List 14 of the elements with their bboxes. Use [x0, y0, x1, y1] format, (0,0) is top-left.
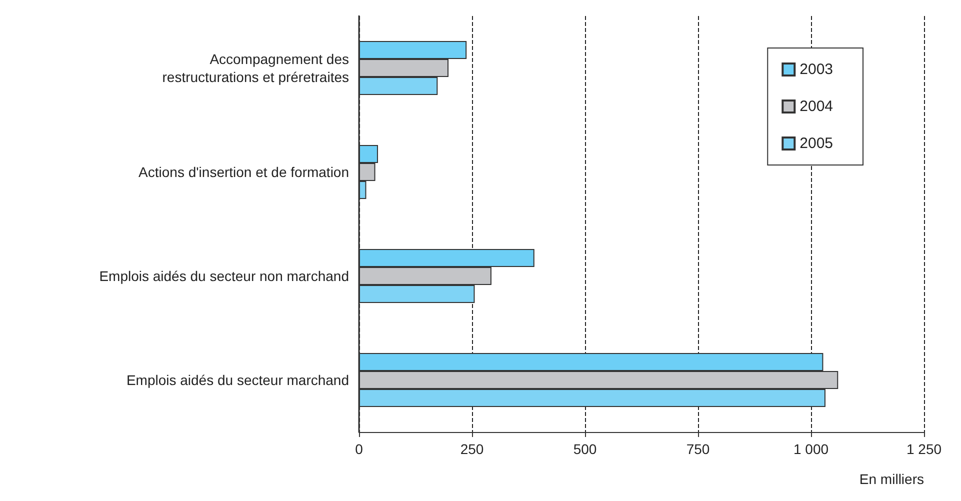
y-tick-label: Emplois aidés du secteur non marchand [99, 268, 349, 284]
x-tick-label: 0 [355, 441, 364, 457]
x-axis-title: En milliers [859, 471, 924, 487]
y-tick-label: Actions d'insertion et de formation [138, 164, 349, 180]
y-tick-label: Accompagnement des restructurations et préretraites [162, 51, 349, 85]
x-tick-label: 750 [686, 441, 710, 457]
legend-label: 2005 [800, 135, 834, 152]
x-tick-label: 500 [573, 441, 597, 457]
x-tick-label: 1 250 [906, 441, 942, 457]
legend-label: 2004 [800, 98, 834, 115]
x-tick-label: 1 000 [793, 441, 829, 457]
x-tick-label: 250 [460, 441, 484, 457]
legend-label: 2003 [800, 61, 834, 78]
y-tick-label: Emplois aidés du secteur marchand [126, 372, 349, 388]
